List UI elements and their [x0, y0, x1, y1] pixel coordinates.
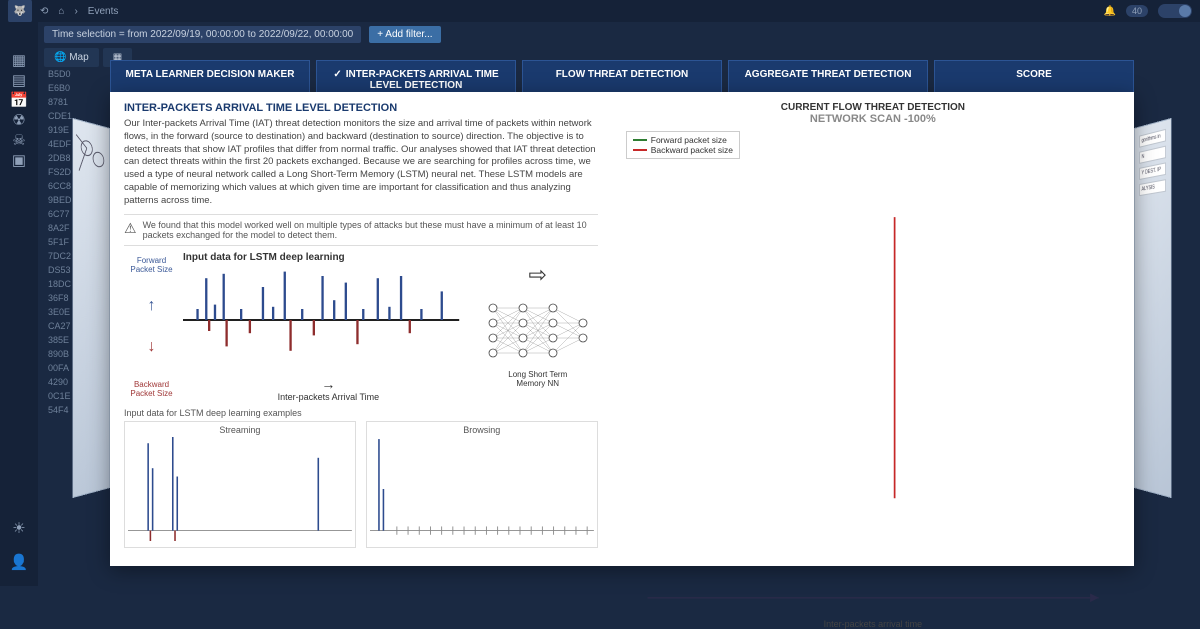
rail-icon[interactable]: 📅: [9, 90, 29, 110]
breadcrumb-page[interactable]: Events: [88, 6, 119, 17]
warning-icon: ⚠: [124, 220, 137, 237]
breadcrumb-sep: ›: [74, 6, 77, 17]
flow-chart-column: CURRENT FLOW THREAT DETECTION NETWORK SC…: [612, 92, 1134, 566]
detail-modal: gorithms in N Y DEST. IP ALYSIS META LEA…: [62, 60, 1182, 566]
lstm-diagram: Forward Packet Size ↑ ↓ Backward Packet …: [124, 252, 598, 402]
detail-panel: INTER-PACKETS ARRIVAL TIME LEVEL DETECTI…: [110, 92, 1134, 566]
example-title: Streaming: [128, 425, 352, 435]
rail-icon[interactable]: ☀: [9, 518, 29, 538]
time-selection[interactable]: Time selection = from 2022/09/19, 00:00:…: [44, 26, 361, 43]
legend-bwd: Backward packet size: [651, 145, 733, 155]
flow-xaxis-label: Inter-packets arrival time: [626, 619, 1120, 629]
example-title: Browsing: [370, 425, 594, 435]
x-axis-label: Inter-packets Arrival Time: [278, 392, 380, 402]
bell-icon[interactable]: 🔔: [1104, 6, 1116, 17]
legend-fwd: Forward packet size: [651, 135, 727, 145]
bwd-axis-label: Backward Packet Size: [130, 380, 172, 398]
notice-text: We found that this model worked well on …: [143, 220, 598, 240]
filter-bar: Time selection = from 2022/09/19, 00:00:…: [0, 22, 1200, 46]
diagram-title: Input data for LSTM deep learning: [183, 252, 474, 263]
next-card-flap[interactable]: gorithms in N Y DEST. IP ALYSIS: [1134, 118, 1172, 498]
section-heading: INTER-PACKETS ARRIVAL TIME LEVEL DETECTI…: [124, 102, 598, 114]
add-filter-button[interactable]: + Add filter...: [369, 26, 440, 43]
prev-card-flap[interactable]: [72, 118, 110, 498]
chart-legend: Forward packet size Backward packet size: [626, 131, 740, 159]
refresh-icon[interactable]: ⟲: [40, 6, 48, 17]
nn-label: Long Short Term Memory NN: [478, 370, 598, 388]
example-browsing: Browsing: [366, 421, 598, 548]
home-icon[interactable]: ⌂: [58, 6, 64, 17]
flow-chart-sub: NETWORK SCAN -100%: [626, 113, 1120, 125]
theme-toggle[interactable]: [1158, 4, 1192, 18]
rail-icon[interactable]: ☠: [9, 130, 29, 150]
app-logo: 🐺: [8, 0, 32, 23]
flow-chart: [626, 163, 1120, 617]
notice-box: ⚠ We found that this model worked well o…: [124, 214, 598, 246]
notif-count: 40: [1126, 5, 1148, 17]
rail-icon[interactable]: ▦: [9, 50, 29, 70]
left-rail: ▦▤📅☢☠▣ ☀ 👤: [0, 22, 38, 586]
rail-icon[interactable]: 👤: [9, 552, 29, 572]
fwd-axis-label: Forward Packet Size: [130, 256, 172, 274]
rail-icon[interactable]: ☢: [9, 110, 29, 130]
top-bar: 🐺 ⟲ ⌂ › Events 🔔 40: [0, 0, 1200, 22]
rail-icon[interactable]: ▣: [9, 150, 29, 170]
explanation-column: INTER-PACKETS ARRIVAL TIME LEVEL DETECTI…: [110, 92, 612, 566]
nn-diagram: ⇨ Long Short Term Memory NN: [478, 252, 598, 402]
rail-icon[interactable]: ▤: [9, 70, 29, 90]
example-streaming: Streaming: [124, 421, 356, 548]
breadcrumb: ⌂ › Events: [58, 6, 118, 17]
section-description: Our Inter-packets Arrival Time (IAT) thr…: [124, 118, 598, 208]
examples-label: Input data for LSTM deep learning exampl…: [124, 408, 598, 418]
flow-chart-heading: CURRENT FLOW THREAT DETECTION: [626, 102, 1120, 113]
